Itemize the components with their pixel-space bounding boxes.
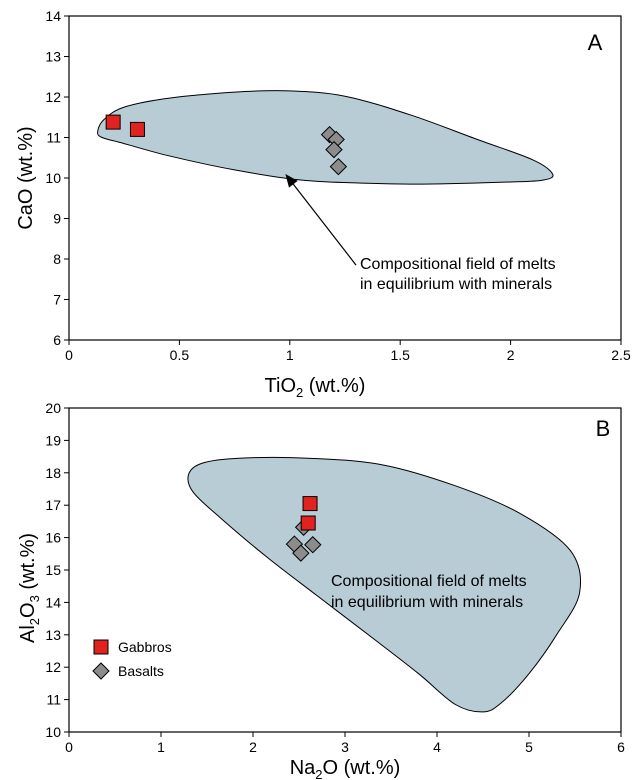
y-tick-label: 12	[45, 659, 61, 675]
x-tick-label: 1.5	[390, 347, 410, 363]
x-tick-label: 2	[249, 739, 257, 755]
y-tick-label: 20	[45, 400, 61, 416]
y-tick-label: 11	[46, 130, 61, 146]
compositional-field-b	[187, 456, 582, 713]
basalt-point	[325, 140, 343, 159]
gabbro-point	[105, 114, 121, 130]
y-tick-label: 10	[45, 724, 61, 740]
legend-marker-gabbros	[93, 639, 109, 655]
panel-a-y-axis-title: CaO (wt.%)	[15, 126, 37, 229]
legend: Basalts Gabbros	[92, 639, 172, 680]
x-tick-label: 2	[507, 347, 515, 363]
x-tick-label: 6	[617, 739, 625, 755]
panel-b-points	[285, 496, 322, 562]
x-tick-label: 4	[433, 739, 441, 755]
y-tick-label: 18	[45, 465, 61, 481]
panel-a-ticks: 0 0.5 1 1.5 2 2.5 6 7 8 9 10 11 12 13 14	[45, 8, 631, 363]
gabbro-point	[302, 496, 318, 512]
x-tick-label: 1	[286, 347, 294, 363]
basalt-point	[304, 536, 322, 554]
basalt-point	[329, 157, 348, 176]
panel-a-arrow-head	[285, 173, 298, 188]
panel-b-annotation-line-1: Compositional field of melts	[331, 573, 527, 590]
x-tick-label: 0	[65, 347, 73, 363]
panel-a-letter: A	[588, 30, 603, 55]
y-tick-label: 14	[45, 8, 61, 24]
x-tick-label: 2.5	[611, 347, 631, 363]
y-tick-label: 11	[46, 692, 61, 708]
y-tick-label: 13	[45, 627, 61, 643]
legend-label-gabbros: Gabbros	[118, 639, 172, 655]
y-tick-label: 13	[45, 49, 61, 65]
basalt-point	[292, 544, 310, 562]
panel-a-x-axis-title: TiO2 (wt.%)	[265, 375, 366, 400]
y-tick-label: 16	[45, 530, 61, 546]
x-tick-label: 5	[525, 739, 533, 755]
gabbro-point	[300, 515, 316, 531]
y-tick-label: 17	[45, 497, 61, 513]
y-tick-label: 12	[45, 89, 61, 105]
y-tick-label: 14	[45, 594, 61, 610]
panel-a-annotation-line-2: in equilibrium with minerals	[360, 276, 552, 293]
y-tick-label: 8	[53, 251, 61, 267]
y-tick-label: 6	[53, 332, 61, 348]
y-tick-label: 9	[53, 211, 61, 227]
panel-a-annotation-line-1: Compositional field of melts	[360, 256, 556, 273]
panel-b-y-axis-title: Al2O3 (wt.%)	[17, 533, 42, 643]
panel-b-annotation-line-2: in equilibrium with minerals	[331, 594, 523, 611]
x-tick-label: 3	[341, 739, 349, 755]
panel-b-letter: B	[596, 416, 611, 441]
legend-marker-basalts	[92, 662, 110, 680]
panel-a-points	[105, 114, 348, 176]
x-tick-label: 0.5	[170, 347, 190, 363]
x-tick-label: 0	[65, 739, 73, 755]
y-tick-label: 19	[45, 432, 61, 448]
y-tick-label: 15	[45, 562, 61, 578]
gabbro-point	[129, 121, 145, 137]
y-tick-label: 7	[53, 292, 61, 308]
panel-b-x-axis-title: Na2O (wt.%)	[290, 757, 401, 780]
legend-label-basalts: Basalts	[118, 663, 164, 679]
panel-a-annotation-arrow	[292, 183, 357, 266]
panel-a: 0 0.5 1 1.5 2 2.5 6 7 8 9 10 11 12 13 14 A Composition…	[15, 8, 631, 400]
x-tick-label: 1	[157, 739, 165, 755]
y-tick-label: 10	[45, 170, 61, 186]
